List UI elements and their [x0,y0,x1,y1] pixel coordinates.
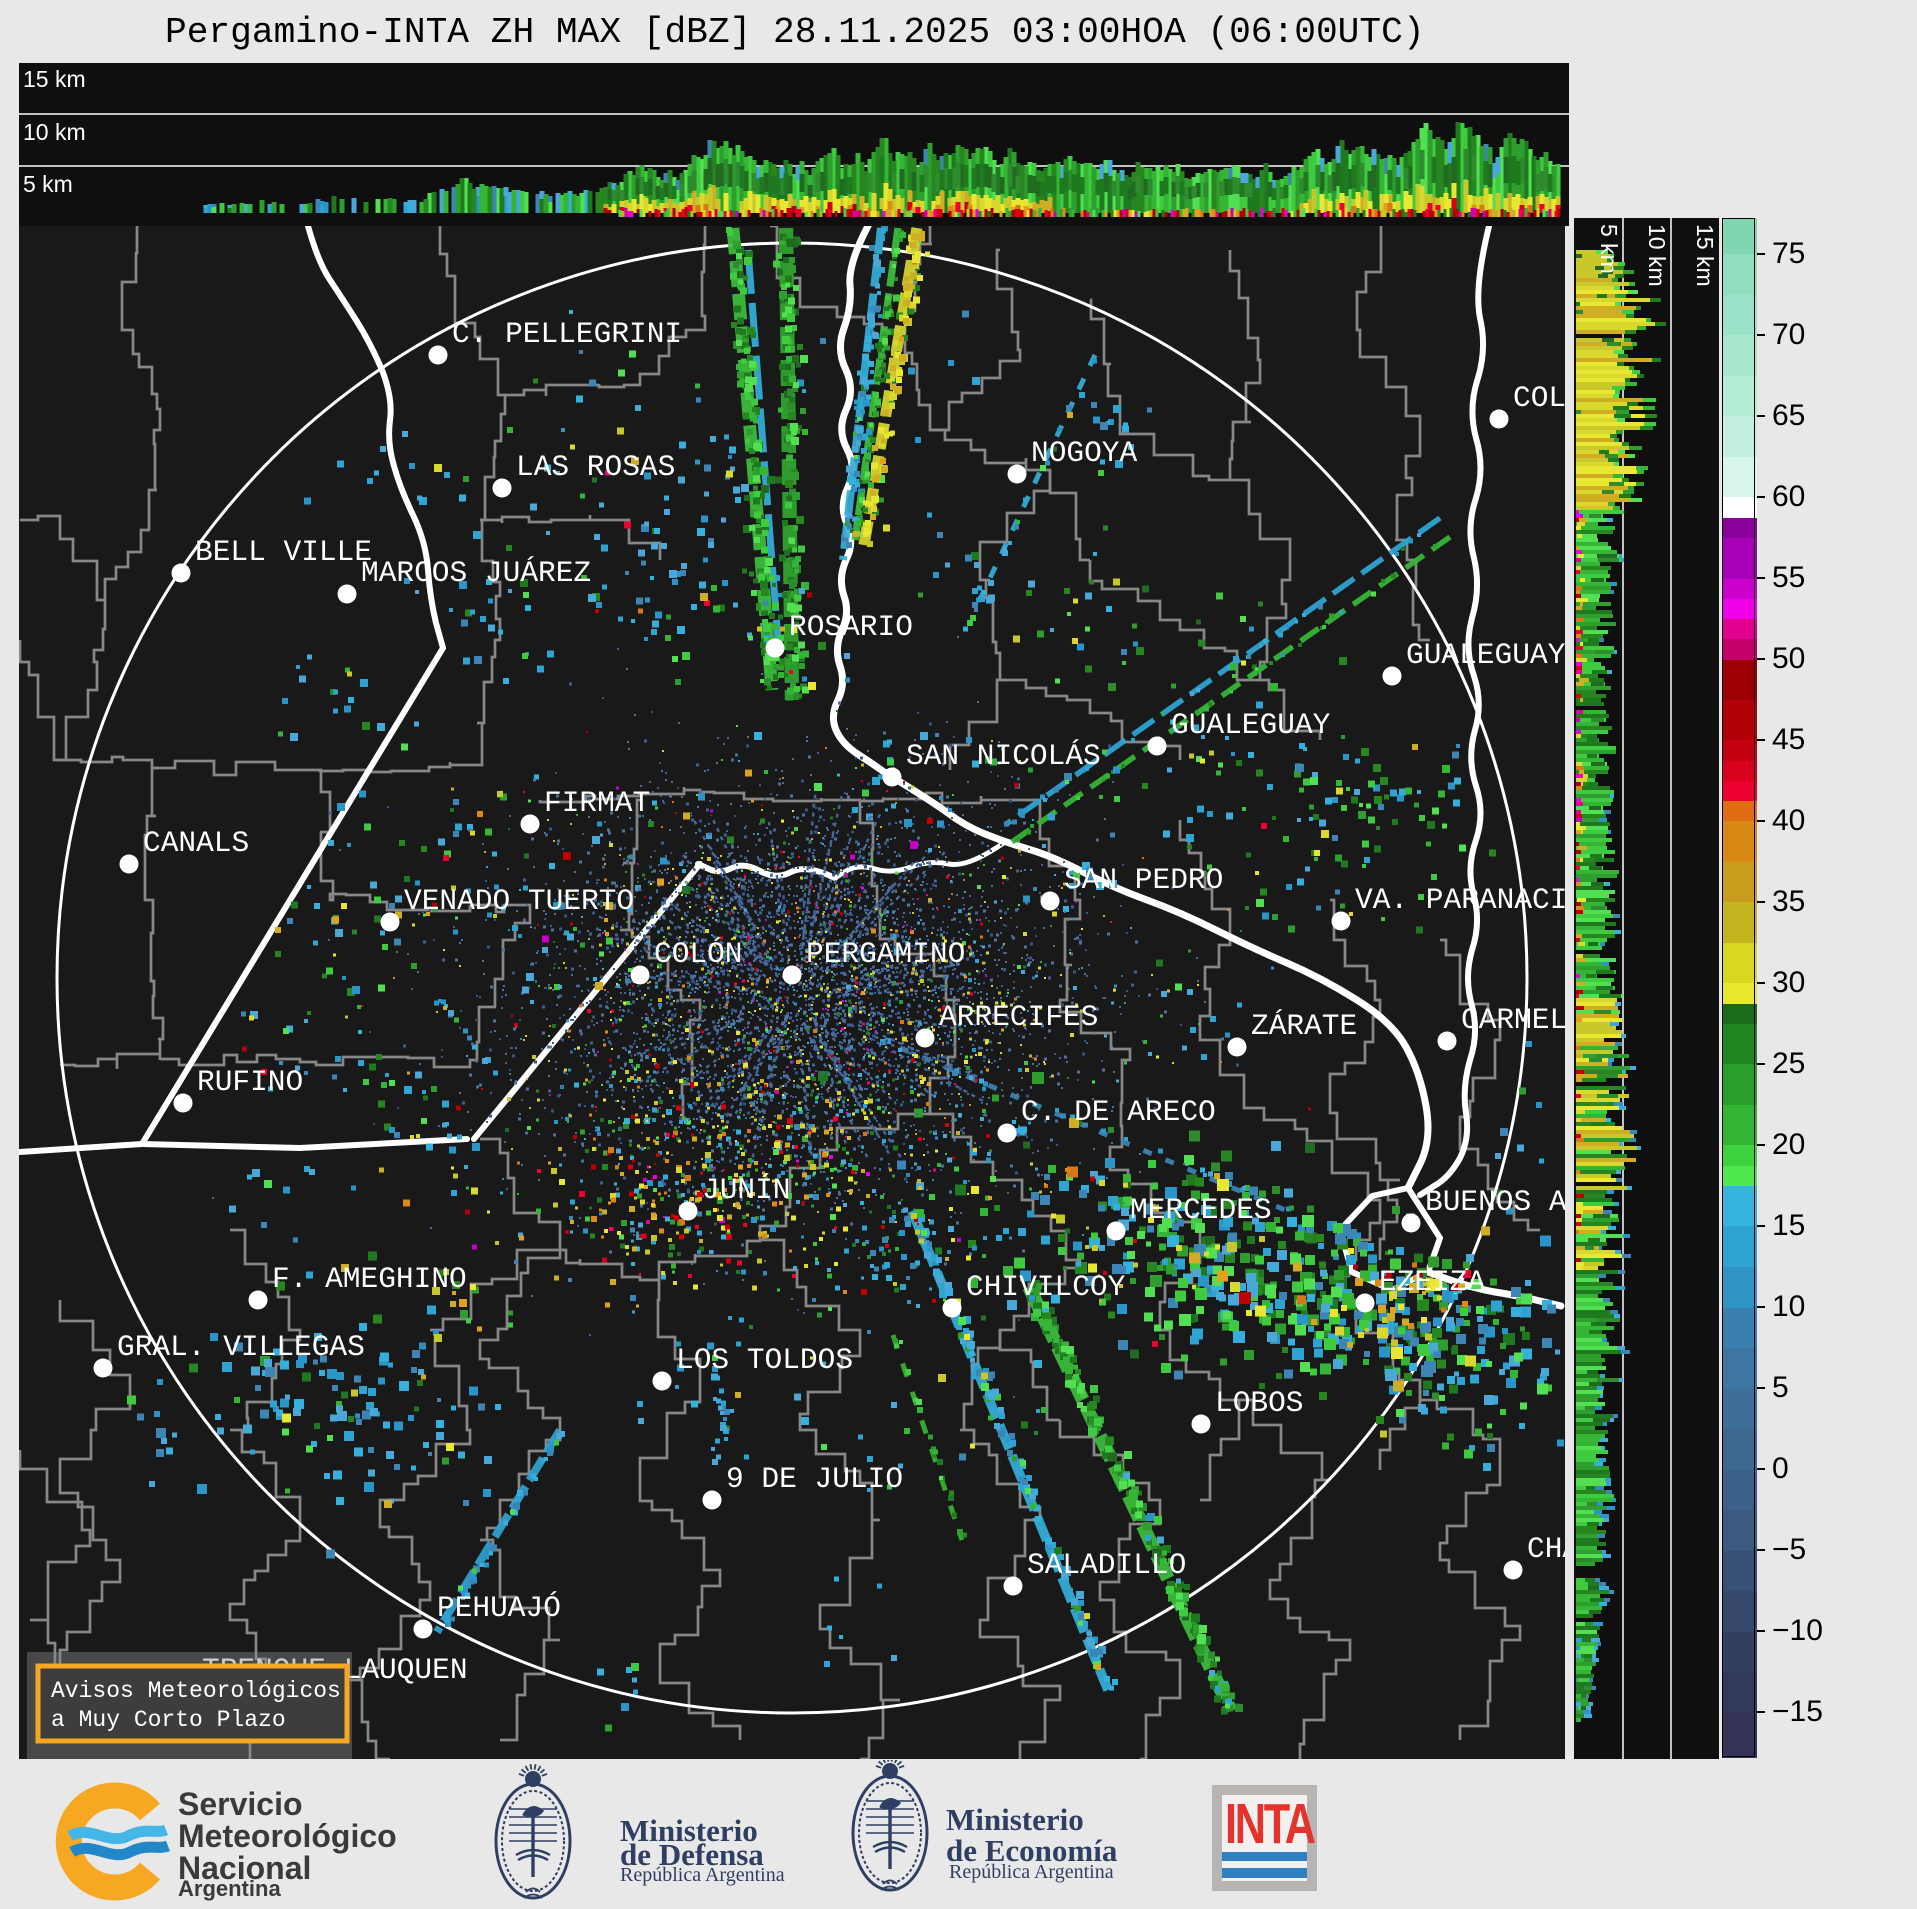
svg-text:F. AMEGHINO: F. AMEGHINO [272,1262,467,1296]
svg-text:BELL VILLE: BELL VILLE [195,535,372,569]
svg-text:EZEIZA: EZEIZA [1379,1265,1486,1299]
svg-text:GUALEGUAY: GUALEGUAY [1171,708,1331,742]
svg-text:JUNÍN: JUNÍN [702,1173,791,1207]
svg-text:5 km: 5 km [1596,224,1622,274]
svg-text:ZÁRATE: ZÁRATE [1251,1009,1357,1043]
svg-text:CARMELO: CARMELO [1461,1003,1565,1037]
svg-text:15 km: 15 km [1692,224,1718,287]
svg-text:SALADILLO: SALADILLO [1027,1548,1186,1582]
svg-text:FIRMAT: FIRMAT [544,786,650,820]
svg-text:ARRECIFES: ARRECIFES [939,1000,1098,1034]
svg-text:C. DE ARECO: C. DE ARECO [1021,1095,1216,1129]
svg-text:ROSARIO: ROSARIO [789,610,913,644]
svg-text:LOBOS: LOBOS [1215,1386,1304,1420]
svg-text:MERCEDES: MERCEDES [1130,1193,1272,1227]
svg-text:NOGOYA: NOGOYA [1031,436,1138,470]
svg-text:CHIVILCOY: CHIVILCOY [966,1270,1126,1304]
svg-text:9 DE JULIO: 9 DE JULIO [726,1462,903,1496]
svg-text:VA. PARANACITO: VA. PARANACITO [1355,883,1565,917]
svg-text:GUALEGUAYCHÚ: GUALEGUAYCHÚ [1406,638,1565,672]
svg-text:PEHUAJÓ: PEHUAJÓ [437,1591,561,1625]
svg-text:CANALS: CANALS [143,826,249,860]
svg-text:PERGAMINO: PERGAMINO [806,937,965,971]
svg-text:VENADO TUERTO: VENADO TUERTO [404,884,634,918]
svg-text:CHASCOMÚS: CHASCOMÚS [1527,1532,1565,1566]
svg-text:LOS TOLDOS: LOS TOLDOS [676,1343,853,1377]
svg-text:BUENOS AIRES: BUENOS AIRES [1425,1185,1565,1219]
svg-text:LAS ROSAS: LAS ROSAS [516,450,675,484]
svg-text:GRAL. VILLEGAS: GRAL. VILLEGAS [117,1330,365,1364]
svg-text:SAN PEDRO: SAN PEDRO [1064,863,1223,897]
svg-text:C. PELLEGRINI: C. PELLEGRINI [452,317,682,351]
svg-text:SAN NICOLÁS: SAN NICOLÁS [906,739,1101,773]
svg-text:Avisos Meteorológicos: Avisos Meteorológicos [51,1678,341,1704]
svg-text:COLÓN: COLÓN [1513,381,1565,415]
svg-text:MARCOS JUÁREZ: MARCOS JUÁREZ [361,556,591,590]
svg-text:RUFINO: RUFINO [197,1065,303,1099]
svg-text:a Muy Corto Plazo: a Muy Corto Plazo [51,1707,286,1733]
svg-text:COLÓN: COLÓN [654,937,743,971]
svg-text:10 km: 10 km [1644,224,1670,287]
